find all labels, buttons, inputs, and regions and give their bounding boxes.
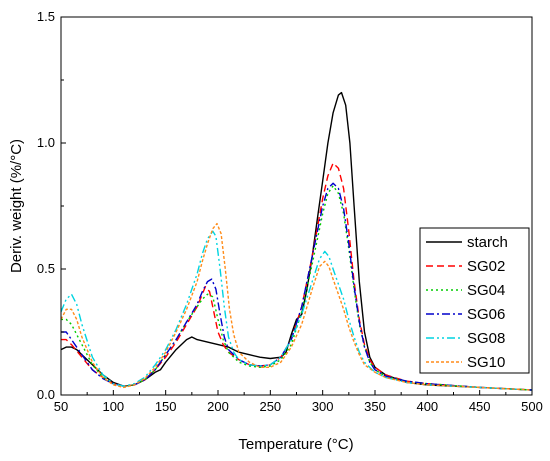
x-tick-label: 400 xyxy=(416,399,438,414)
y-tick-label: 1.0 xyxy=(37,135,55,150)
legend-label-sg06: SG06 xyxy=(467,306,505,323)
x-axis-title: Temperature (°C) xyxy=(238,436,353,453)
x-tick-label: 300 xyxy=(312,399,334,414)
legend-label-sg08: SG08 xyxy=(467,330,505,347)
legend-label-sg04: SG04 xyxy=(467,282,505,299)
legend: starch SG02 SG04 SG06 SG08 SG10 xyxy=(419,227,530,374)
series-line-sg04 xyxy=(61,185,532,391)
legend-label-sg10: SG10 xyxy=(467,354,505,371)
y-axis-title: Deriv. weight (%/°C) xyxy=(8,139,25,273)
x-tick-label: 150 xyxy=(155,399,177,414)
x-tick-label: 500 xyxy=(521,399,543,414)
y-tick-label: 1.5 xyxy=(37,9,55,24)
y-axis: 0.0 0.5 1.0 1.5 xyxy=(37,9,66,402)
series-line-sg10 xyxy=(61,222,532,391)
legend-label-starch: starch xyxy=(467,234,508,251)
series-layer xyxy=(61,91,532,391)
x-axis: 50 100 150 200 250 300 350 400 450 500 xyxy=(54,390,543,414)
legend-box xyxy=(419,227,530,374)
x-tick-label: 450 xyxy=(469,399,491,414)
legend-label-sg02: SG02 xyxy=(467,258,505,275)
x-tick-label: 250 xyxy=(259,399,281,414)
x-tick-label: 100 xyxy=(102,399,124,414)
x-tick-label: 50 xyxy=(54,399,68,414)
x-tick-label: 350 xyxy=(364,399,386,414)
series-line-sg08 xyxy=(61,230,532,391)
y-tick-label: 0.5 xyxy=(37,261,55,276)
series-line-sg02 xyxy=(61,162,532,391)
x-tick-label: 200 xyxy=(207,399,229,414)
y-tick-label: 0.0 xyxy=(37,387,55,402)
